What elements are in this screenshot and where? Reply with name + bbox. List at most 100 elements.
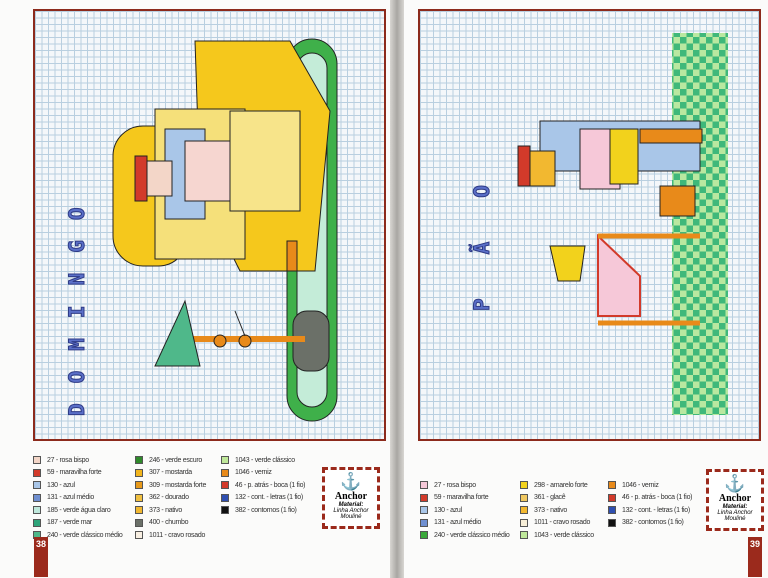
page-number-right: 39 <box>748 537 762 577</box>
anchor-brand-box-right: ⚓ Anchor Material: Linha Anchor Mouliné <box>706 469 764 531</box>
legend-label: 246 - verde escuro <box>149 456 202 464</box>
material-label: Material: <box>338 502 364 508</box>
color-swatch-icon <box>520 481 528 490</box>
right-legend: 27 - rosa bispo 59 - maravilha forte 130 -… <box>420 479 710 549</box>
legend-item: 1011 - cravo rosado <box>520 517 594 530</box>
domingo-pattern <box>112 38 338 422</box>
legend-item: 46 - p. atrás - boca (1 fio) <box>608 492 693 505</box>
legend-label: 1011 - cravo rosado <box>149 531 206 539</box>
color-swatch-icon <box>520 493 528 502</box>
legend-item: 1043 - verde clássico <box>221 454 305 467</box>
color-swatch-icon <box>135 468 143 477</box>
color-swatch-icon <box>520 518 528 527</box>
color-swatch-icon <box>33 506 41 515</box>
anchor-brand-box-left: ⚓ Anchor Material: Linha Anchor Mouliné <box>322 467 380 529</box>
color-swatch-icon <box>221 506 229 515</box>
legend-item: 382 - contornos (1 fio) <box>221 504 305 517</box>
color-swatch-icon <box>135 518 143 527</box>
legend-label: 59 - maravilha forte <box>47 469 102 477</box>
legend-item: 362 - dourado <box>135 492 206 505</box>
legend-label: 362 - dourado <box>149 494 189 502</box>
anchor-icon: ⚓ <box>340 472 362 491</box>
legend-item: 1046 - verniz <box>221 467 305 480</box>
legend-label: 1043 - verde clássico <box>235 456 295 464</box>
color-swatch-icon <box>135 481 143 490</box>
page-number-left: 38 <box>34 537 48 577</box>
pao-chart: PÃO <box>418 9 761 441</box>
legend-label: 185 - verde água claro <box>47 506 111 514</box>
legend-item: 132 - cont. - letras (1 fio) <box>608 504 692 517</box>
legend-item: 373 - nativo <box>520 504 594 517</box>
legend-item: 246 - verde escuro <box>135 454 206 467</box>
color-swatch-icon <box>33 468 41 477</box>
legend-item: 27 - rosa bispo <box>33 454 122 467</box>
color-swatch-icon <box>33 456 41 465</box>
legend-label: 1046 - verniz <box>622 481 659 489</box>
legend-item: 400 - chumbo <box>135 517 206 530</box>
legend-label: 46 - p. atrás - boca (1 fio) <box>622 494 693 502</box>
legend-item: 59 - maravilha forte <box>420 492 509 505</box>
legend-item: 187 - verde mar <box>33 517 122 530</box>
anchor-icon: ⚓ <box>724 474 746 493</box>
legend-label: 27 - rosa bispo <box>47 456 89 464</box>
legend-label: 400 - chumbo <box>149 519 189 527</box>
legend-item: 27 - rosa bispo <box>420 479 509 492</box>
legend-label: 361 - glacê <box>534 494 566 502</box>
color-swatch-icon <box>33 518 41 527</box>
color-swatch-icon <box>420 493 428 502</box>
color-swatch-icon <box>608 493 616 502</box>
color-swatch-icon <box>520 531 528 540</box>
legend-item: 240 - verde clássico médio <box>420 529 510 542</box>
color-swatch-icon <box>221 493 229 502</box>
thread-line: Linha Anchor Mouliné <box>333 508 369 520</box>
color-swatch-icon <box>420 481 428 490</box>
legend-item: 131 - azul médio <box>33 492 122 505</box>
legend-label: 131 - azul médio <box>434 519 481 527</box>
legend-label: 132 - cont. - letras (1 fio) <box>235 494 303 502</box>
legend-label: 382 - contornos (1 fio) <box>622 519 684 527</box>
material-label: Material: <box>722 504 748 510</box>
legend-label: 382 - contornos (1 fio) <box>235 506 297 514</box>
legend-label: 240 - verde clássico médio <box>47 531 123 539</box>
legend-item: 373 - nativo <box>135 504 206 517</box>
color-swatch-icon <box>221 468 229 477</box>
legend-label: 132 - cont. - letras (1 fio) <box>622 506 690 514</box>
legend-item: 130 - azul <box>420 504 509 517</box>
legend-item: 1043 - verde clássico <box>520 529 594 542</box>
legend-label: 130 - azul <box>434 506 462 514</box>
legend-label: 373 - nativo <box>149 506 182 514</box>
legend-item: 1011 - cravo rosado <box>135 529 206 542</box>
legend-item: 185 - verde água claro <box>33 504 122 517</box>
book-gutter <box>390 0 404 578</box>
pao-pattern <box>517 33 728 415</box>
legend-item: 130 - azul <box>33 479 122 492</box>
legend-item: 307 - mostarda <box>135 467 206 480</box>
color-swatch-icon <box>221 481 229 490</box>
legend-item: 298 - amarelo forte <box>520 479 594 492</box>
legend-label: 373 - nativo <box>534 506 567 514</box>
color-swatch-icon <box>33 493 41 502</box>
color-swatch-icon <box>135 493 143 502</box>
legend-label: 59 - maravilha forte <box>434 494 489 502</box>
legend-label: 309 - mostarda forte <box>149 481 207 489</box>
domingo-chart: DOMINGO <box>33 9 386 441</box>
color-swatch-icon <box>135 506 143 515</box>
left-legend: 27 - rosa bispo 59 - maravilha forte 130 -… <box>33 454 323 544</box>
legend-label: 130 - azul <box>47 481 75 489</box>
legend-label: 187 - verde mar <box>47 519 92 527</box>
color-swatch-icon <box>608 506 616 515</box>
legend-label: 131 - azul médio <box>47 494 94 502</box>
legend-label: 240 - verde clássico médio <box>434 531 510 539</box>
color-swatch-icon <box>520 506 528 515</box>
legend-item: 132 - cont. - letras (1 fio) <box>221 492 305 505</box>
legend-label: 298 - amarelo forte <box>534 481 588 489</box>
legend-item: 382 - contornos (1 fio) <box>608 517 692 530</box>
legend-label: 307 - mostarda <box>149 469 192 477</box>
color-swatch-icon <box>420 506 428 515</box>
legend-item: 361 - glacê <box>520 492 594 505</box>
color-swatch-icon <box>608 481 616 490</box>
legend-label: 1046 - verniz <box>235 469 272 477</box>
legend-item: 309 - mostarda forte <box>135 479 206 492</box>
legend-item: 46 - p. atrás - boca (1 fio) <box>221 479 306 492</box>
brand-name: Anchor <box>334 491 368 502</box>
